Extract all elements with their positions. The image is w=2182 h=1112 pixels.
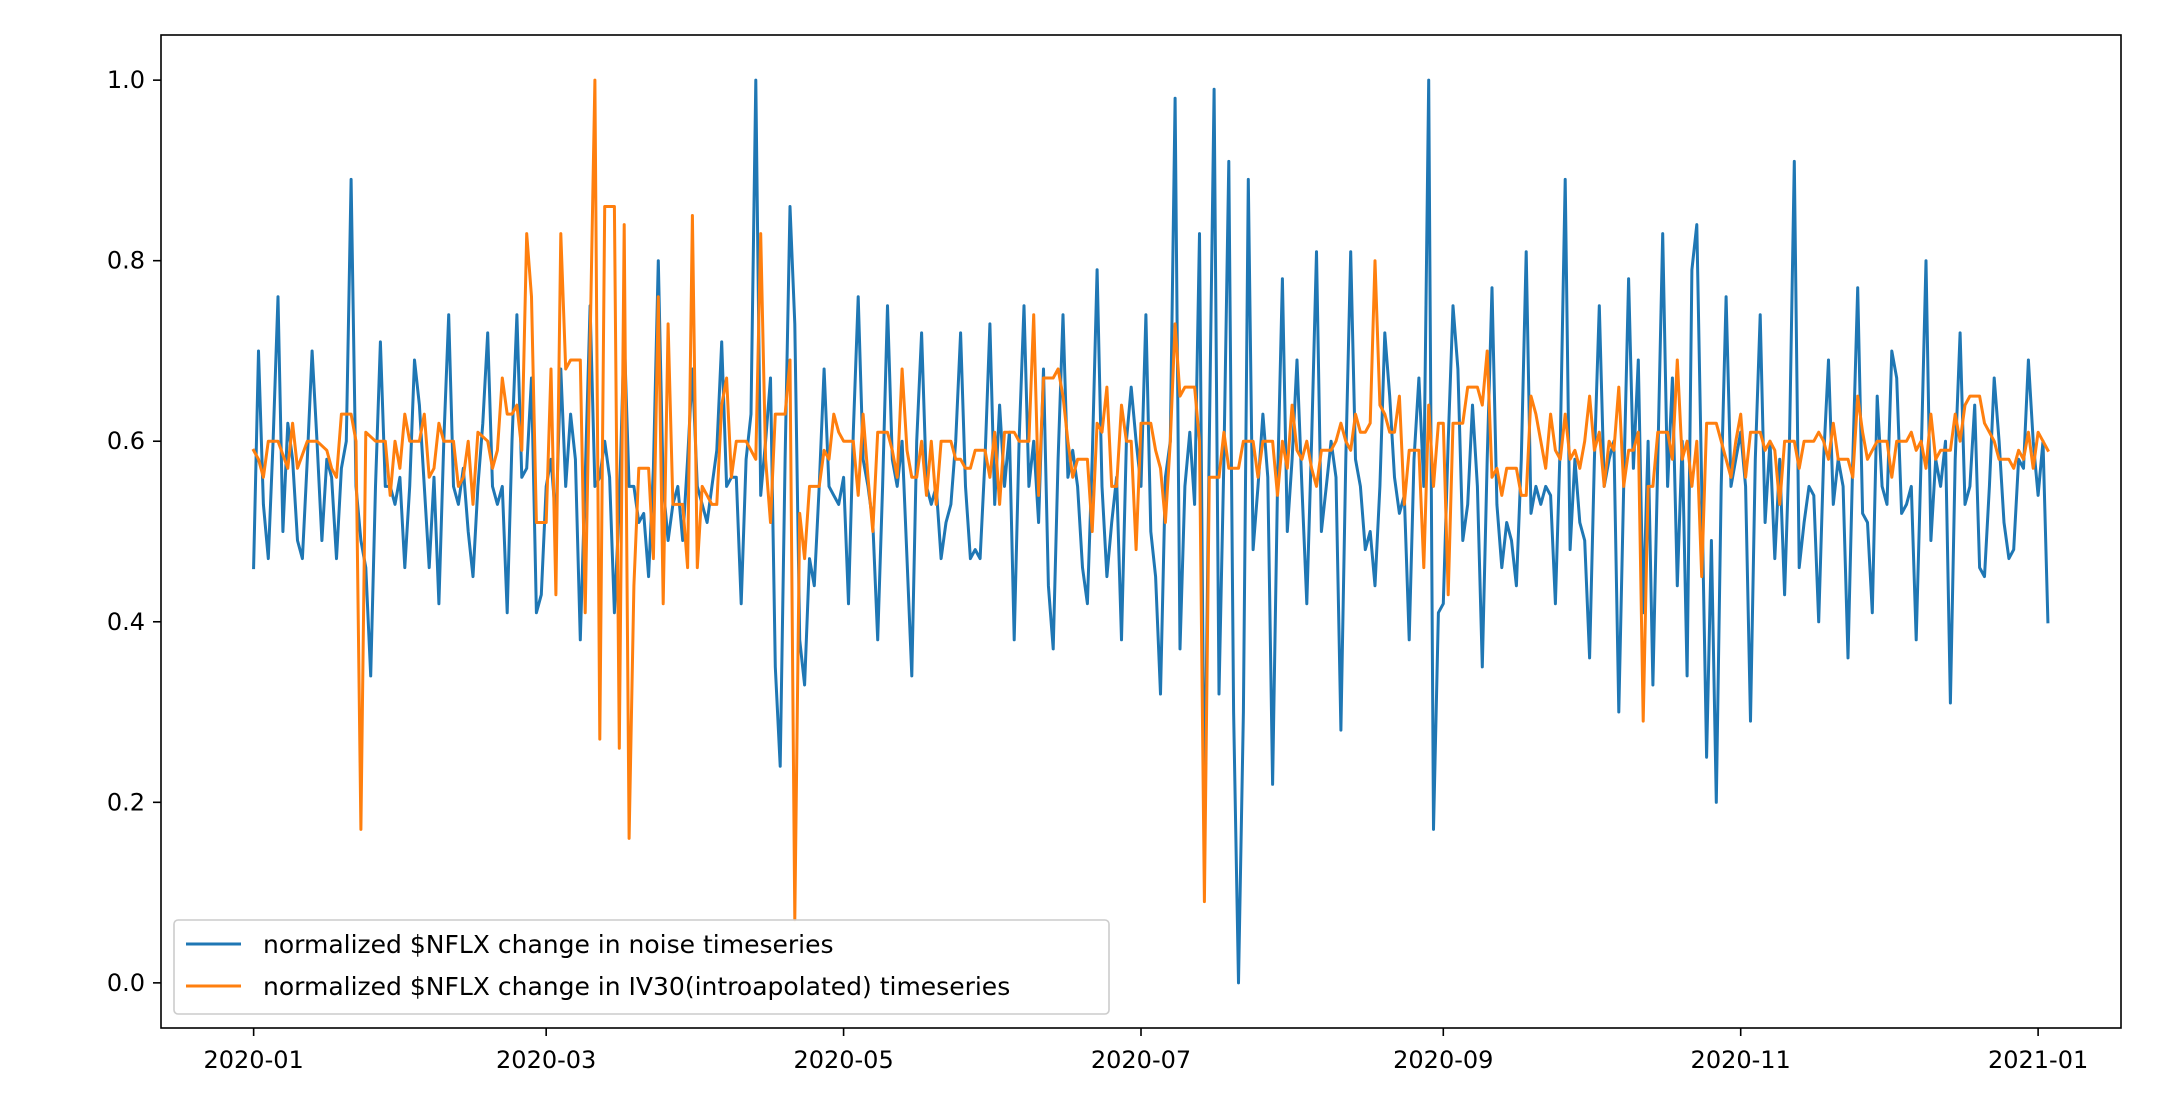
x-tick-label: 2020-07 [1091, 1046, 1191, 1074]
series-line-iv30 [251, 78, 2050, 922]
y-tick-label: 1.0 [107, 66, 145, 94]
x-tick-label: 2020-05 [793, 1046, 893, 1074]
y-tick-label: 0.8 [107, 247, 145, 275]
y-tick-label: 0.2 [107, 788, 145, 816]
x-tick-label: 2020-09 [1393, 1046, 1493, 1074]
y-tick-label: 0.4 [107, 608, 145, 636]
series-layer [251, 78, 2050, 985]
y-tick-label: 0.6 [107, 427, 145, 455]
x-tick-label: 2020-11 [1691, 1046, 1791, 1074]
x-tick-label: 2020-01 [203, 1046, 303, 1074]
x-axis: 2020-01 2020-03 2020-05 2020-07 2020-09 2020-… [203, 1028, 2088, 1074]
y-axis: 0.0 0.2 0.4 0.6 0.8 1.0 [107, 66, 161, 997]
legend-label-iv30: normalized $NFLX change in IV30(introapo… [263, 972, 1010, 1001]
y-tick-label: 0.0 [107, 969, 145, 997]
legend-box [173, 919, 1110, 1015]
x-tick-label: 2020-03 [496, 1046, 596, 1074]
legend: normalized $NFLX change in noise timeser… [173, 919, 1110, 1015]
x-tick-label: 2021-01 [1988, 1046, 2088, 1074]
legend-label-noise: normalized $NFLX change in noise timeser… [263, 930, 834, 959]
